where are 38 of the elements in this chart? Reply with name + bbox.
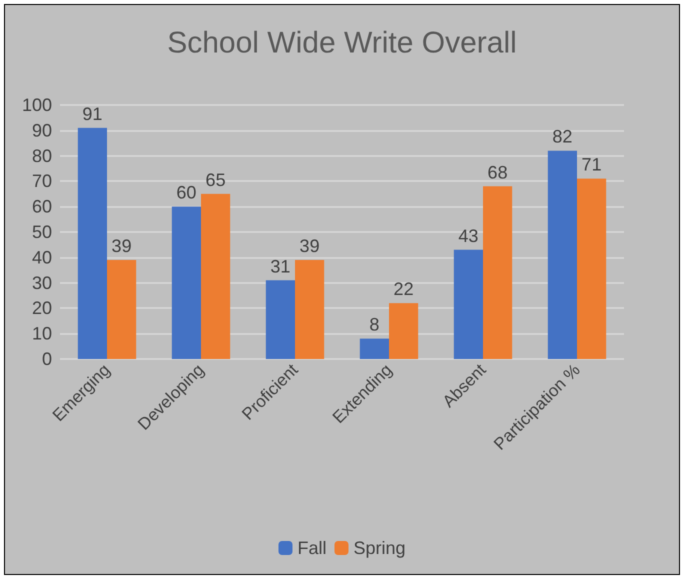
data-label: 31 [270,256,290,276]
chart-title: School Wide Write Overall [167,26,517,60]
legend-label: Spring [353,538,406,558]
y-tick-label: 10 [32,324,52,344]
y-tick-label: 30 [32,272,52,293]
y-tick-label: 60 [32,196,52,217]
data-label: 39 [112,236,132,256]
bar [483,186,512,359]
bar [172,206,201,359]
data-label: 43 [458,226,478,246]
y-tick-label: 20 [32,298,52,318]
bar [78,128,107,359]
data-label: 71 [582,154,602,175]
data-label: 22 [394,279,414,300]
y-tick-label: 100 [22,95,52,115]
bar [454,250,483,359]
bar [107,260,136,359]
y-tick-label: 80 [32,146,52,166]
bar [360,338,389,359]
bar [201,194,230,359]
y-tick-label: 50 [32,222,52,242]
y-tick-label: 70 [32,171,52,192]
data-label: 60 [176,182,196,203]
data-label: 65 [206,170,226,190]
data-label: 39 [300,236,320,256]
y-tick-label: 40 [32,247,52,268]
legend-label: Fall [297,538,326,558]
data-label: 8 [369,314,380,335]
bar [266,280,295,359]
y-tick-label: 0 [42,349,52,369]
bar [295,260,324,359]
data-label: 91 [82,104,102,124]
bar [548,150,577,359]
bar [389,303,418,359]
y-tick-label: 90 [32,120,52,140]
data-label: 68 [488,162,508,182]
data-label: 82 [552,126,572,147]
bar [577,178,606,359]
